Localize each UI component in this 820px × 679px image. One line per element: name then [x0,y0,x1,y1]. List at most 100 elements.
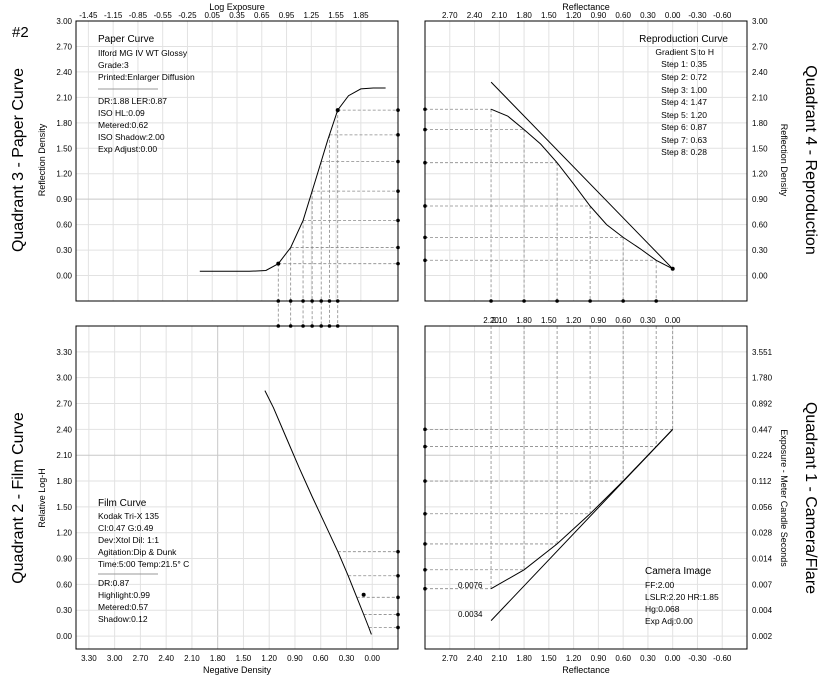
q1-top-x-tick: 0.30 [640,316,656,325]
camera-image-info: Camera Image FF:2.00 LSLR:2.20 HR:1.85 H… [645,566,719,626]
q1-y-tick: 0.014 [752,555,773,564]
q1-plot-frame [424,325,748,650]
q1-top-x-tick: 0.00 [665,316,681,325]
q2-y-tick: 0.60 [56,580,72,589]
q2-x-tick: 3.30 [81,654,97,663]
q2-y-tick: 1.50 [56,503,72,512]
q4-x-tick: 0.00 [665,11,681,20]
camera-info-title: Camera Image [645,566,712,577]
q4-y-tick: 3.00 [752,17,768,26]
q2-y-tick: 3.00 [56,374,72,383]
q2-x-tick: 0.90 [287,654,303,663]
camera-info-line: LSLR:2.20 HR:1.85 [645,592,719,602]
q4-y-tick: 1.20 [752,170,768,179]
flare-annotation: 0.0076 [458,581,483,590]
q3-y-tick: 0.90 [56,195,72,204]
q4-x-tick: 1.50 [541,11,557,20]
q3-x-tick: 1.55 [328,11,344,20]
paper-info-stat: Exp Adjust:0.00 [98,144,157,154]
q2-y-tick: 0.00 [56,632,72,641]
q3-x-tick: -1.15 [104,11,123,20]
q1-y-tick: 0.028 [752,529,773,538]
q1-top-x-tick: 0.60 [615,316,631,325]
q1-top-x-tick: 1.20 [566,316,582,325]
film-curve-line [264,390,372,635]
no-flare-annotation: 0.0034 [458,610,483,619]
paper-info-line: Ilford MG IV WT Glossy [98,48,188,58]
q1-y-tick: 0.447 [752,425,773,434]
q4-x-tick: 1.20 [566,11,582,20]
q1-y-tick: 0.224 [752,451,773,460]
q3-y-tick: 2.70 [56,42,72,51]
q1-x-tick: 2.40 [467,654,483,663]
q2-y-axis-title: Relative Log-H [37,468,47,528]
q1-y-tick: 0.002 [752,632,773,641]
q4-y-tick: 0.30 [752,246,768,255]
film-info-line: Kodak Tri-X 135 [98,511,159,521]
camera-info-line: FF:2.00 [645,580,675,590]
film-info-stat: Highlight:0.99 [98,590,150,600]
film-info-stat: Metered:0.57 [98,602,148,612]
q2-x-tick: 3.00 [107,654,123,663]
paper-info-line: Printed:Enlarger Diffusion [98,72,195,82]
q1-x-tick: 2.70 [442,654,458,663]
q2-x-tick: 1.80 [210,654,226,663]
reproduction-curve-info: Reproduction Curve Gradient S to H Step … [639,34,728,157]
q2-x-axis-title: Negative Density [203,665,272,675]
q1-x-axis-title: Reflectance [562,665,610,675]
q4-y-tick: 0.90 [752,195,768,204]
q3-y-tick: 1.20 [56,170,72,179]
q1-y-tick: 0.112 [752,477,772,486]
q1-y-tick: 3.551 [752,348,773,357]
q1-y-tick: 0.007 [752,580,773,589]
camera-info-line: Exp Adj:0.00 [645,616,693,626]
repro-info-title: Reproduction Curve [639,34,728,45]
q2-x-tick: 0.00 [364,654,380,663]
q1-y-tick: 0.004 [752,606,773,615]
q3-x-axis-title: Log Exposure [209,2,265,12]
q3-x-tick: 1.25 [304,11,320,20]
paper-info-title: Paper Curve [98,34,155,45]
q4-x-tick: 0.30 [640,11,656,20]
tick-labels-layer: -1.45 -1.15 -0.85 -0.55 -0.25 0.05 0.35 0.65 0.9… [56,11,772,663]
paper-info-stat: ISO HL:0.09 [98,108,145,118]
quadrant-1-title: Quadrant 1 - Camera/Flare [802,402,819,594]
film-info-line: CI:0.47 G:0.49 [98,523,154,533]
q2-y-tick: 3.30 [56,348,72,357]
q4-y-tick: 2.10 [752,93,768,102]
q4-x-tick: 0.90 [591,11,607,20]
q1-x-tick: 1.20 [566,654,582,663]
q2-x-tick: 0.60 [313,654,329,663]
q2-y-tick: 1.80 [56,477,72,486]
q1-x-tick: 1.80 [516,654,532,663]
film-info-stat: DR:0.87 [98,578,129,588]
q1-x-tick: 0.30 [640,654,656,663]
q3-y-tick: 2.10 [56,93,72,102]
paper-info-line: Grade:3 [98,60,129,70]
q3-x-tick: -0.25 [178,11,197,20]
q3-x-tick: -0.55 [154,11,173,20]
q3-y-tick: 0.60 [56,221,72,230]
q1-x-tick: -0.60 [713,654,732,663]
q3-x-tick: 0.65 [254,11,270,20]
film-info-title: Film Curve [98,498,147,509]
repro-info-line: Step 6: 0.87 [661,122,707,132]
q2-y-tick: 2.10 [56,451,72,460]
flare-curve-line [490,429,674,590]
repro-info-line: Gradient S to H [655,47,714,57]
paper-info-stat: ISO Shadow:2.00 [98,132,165,142]
grid-layer [76,20,747,649]
q4-x-tick: 0.60 [615,11,631,20]
figure-id: #2 [12,24,29,41]
repro-info-line: Step 5: 1.20 [661,110,707,120]
q3-y-tick: 3.00 [56,17,72,26]
q4-x-tick: 2.40 [467,11,483,20]
q4-x-tick: 2.10 [492,11,508,20]
reproduction-curve-line [490,108,673,270]
repro-info-line: Step 8: 0.28 [661,147,707,157]
paper-curve-line [199,87,386,272]
q4-y-tick: 2.70 [752,42,768,51]
q3-y-tick: 2.40 [56,68,72,77]
paper-info-stat: DR:1.88 LER:0.87 [98,96,167,106]
